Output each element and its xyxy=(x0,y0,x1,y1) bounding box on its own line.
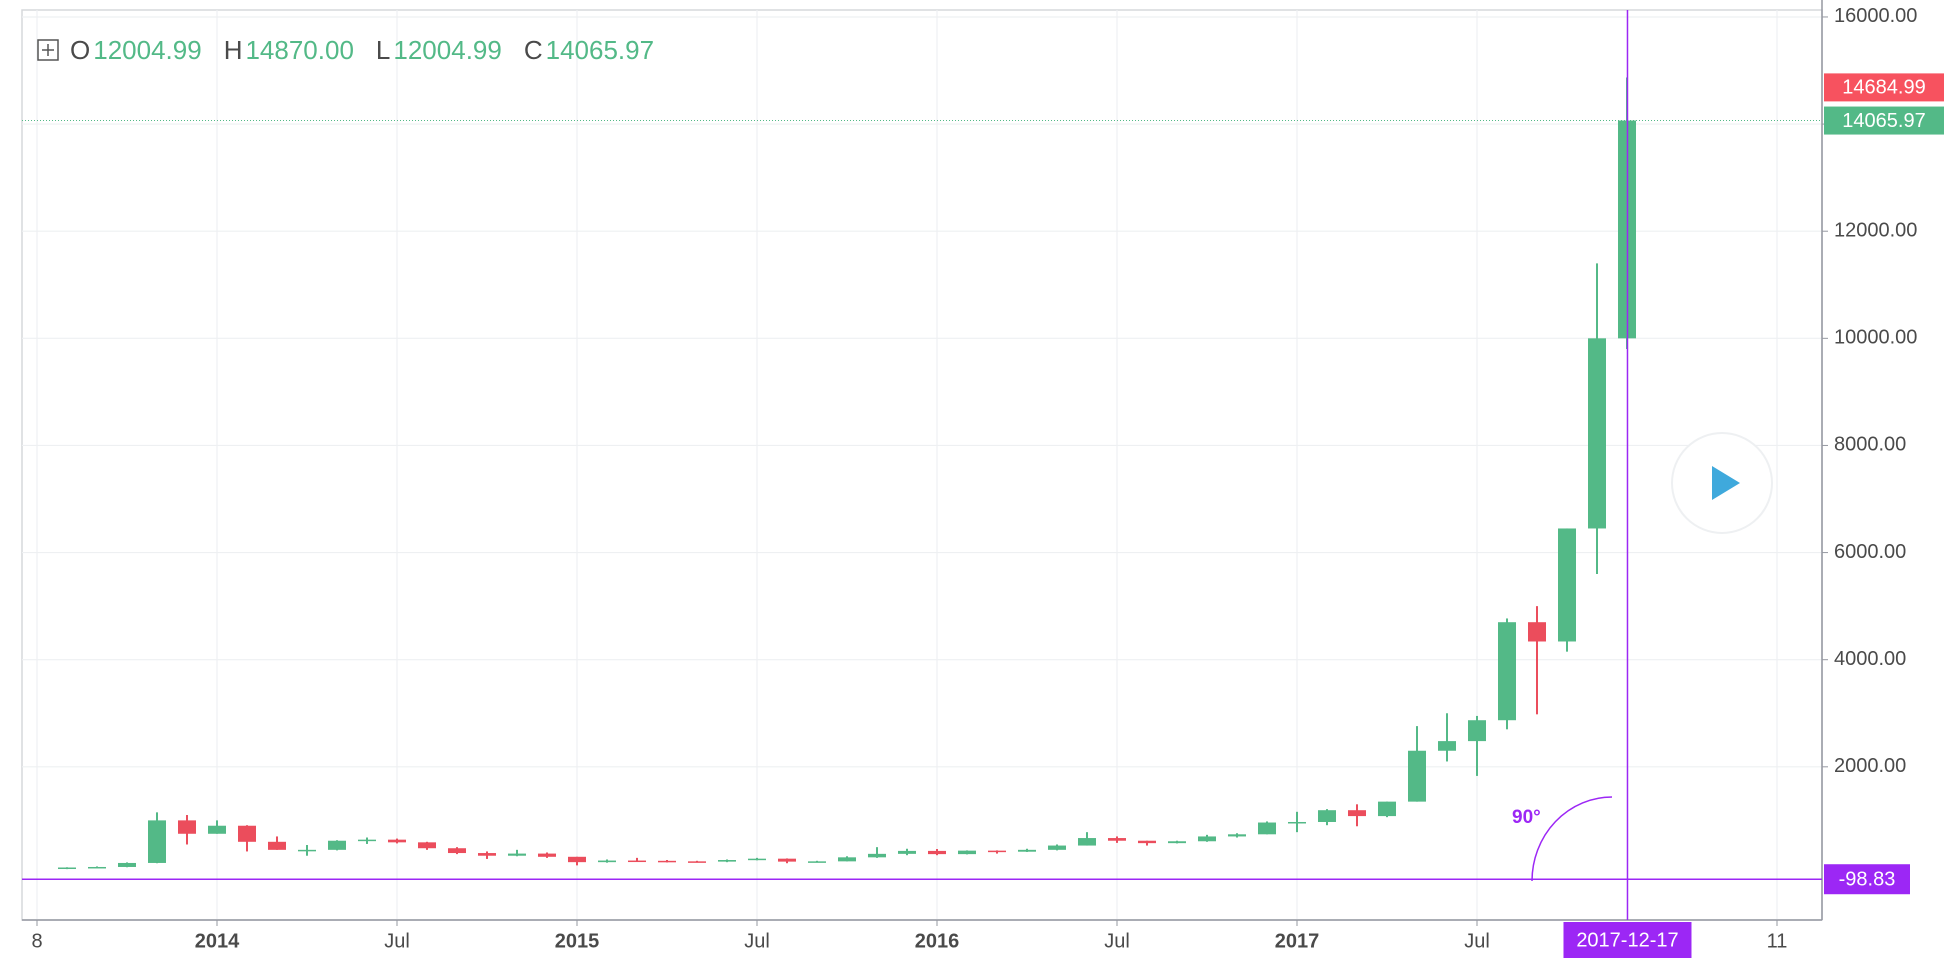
candle-body xyxy=(1168,841,1186,844)
candle-body xyxy=(118,862,136,867)
candle-body xyxy=(208,825,226,834)
play-icon xyxy=(1712,466,1740,500)
candle-body xyxy=(88,866,106,869)
angle-arc xyxy=(1531,796,1613,882)
crosshair-x-bg xyxy=(1563,922,1692,958)
x-tick-label: 11 xyxy=(1767,930,1788,952)
candle-body xyxy=(808,861,826,863)
y-tick-label: 6000.00 xyxy=(1834,541,1906,563)
play-button[interactable] xyxy=(1671,432,1773,534)
candle-body xyxy=(1228,834,1246,837)
candle-body xyxy=(778,858,796,862)
candle-body xyxy=(1138,840,1156,844)
crosshair-y-bg xyxy=(1824,864,1910,895)
ohlc-key: O xyxy=(70,35,90,65)
candle-body xyxy=(508,853,526,856)
candle-body xyxy=(148,820,166,863)
y-tick-label: 2000.00 xyxy=(1834,755,1906,777)
ohlc-key: C xyxy=(524,35,543,65)
candle-body xyxy=(898,850,916,854)
x-tick-label: Jul xyxy=(1104,930,1130,952)
candle-body xyxy=(688,861,706,863)
candle-body xyxy=(1318,810,1336,822)
overlay: 14684.99 14065.97 -98.83 2017-12-17 xyxy=(22,10,1944,958)
crosshair-x-label: 2017-12-17 xyxy=(1576,929,1678,951)
candle-body xyxy=(748,858,766,861)
candle-body xyxy=(1588,338,1606,529)
y-tick-label: 8000.00 xyxy=(1834,434,1906,456)
candle-body xyxy=(928,850,946,855)
candle-body xyxy=(1108,838,1126,841)
x-tick-label: 2015 xyxy=(555,930,600,952)
expand-icon[interactable] xyxy=(37,39,59,61)
candle-body xyxy=(388,839,406,843)
x-tick-label: 2014 xyxy=(195,930,240,952)
header: O 12004.99 H 14870.00 L 12004.99 C 14065.97 xyxy=(37,35,654,65)
y-tick-label: 10000.00 xyxy=(1834,327,1917,349)
candle-body xyxy=(1018,849,1036,852)
ohlc-value: 12004.99 xyxy=(393,35,501,65)
candle-body xyxy=(418,842,436,849)
price-label: 14684.99 xyxy=(1842,77,1925,99)
ohlc-key: L xyxy=(376,35,390,65)
candle-body xyxy=(358,839,376,842)
candle-body xyxy=(538,853,556,857)
candle-body xyxy=(868,853,886,858)
candle-body xyxy=(298,849,316,852)
candle-body xyxy=(1438,741,1456,751)
x-tick-label: Jul xyxy=(384,930,410,952)
candle-body xyxy=(958,850,976,855)
candle-body xyxy=(1378,801,1396,817)
candle-body xyxy=(1498,622,1516,721)
candle-body xyxy=(1198,836,1216,842)
candle-body xyxy=(1558,528,1576,642)
candle-body xyxy=(1288,821,1306,824)
candle-body xyxy=(478,853,496,856)
candle-body xyxy=(628,860,646,863)
price-label: 14065.97 xyxy=(1842,110,1925,132)
candle-body xyxy=(1528,622,1546,642)
ohlc-value: 14870.00 xyxy=(245,35,353,65)
candle-body xyxy=(718,860,736,862)
candle-body xyxy=(448,848,466,854)
candle-body xyxy=(988,850,1006,853)
x-tick-label: Jul xyxy=(744,930,770,952)
candle-body xyxy=(268,841,286,850)
candle-body xyxy=(598,860,616,863)
candle-body xyxy=(1078,838,1096,846)
candle-body xyxy=(178,820,196,834)
candles xyxy=(58,77,1636,870)
angle-label: 90° xyxy=(1512,807,1541,828)
ohlc-value: 14065.97 xyxy=(546,35,654,65)
x-tick-label: 2017 xyxy=(1275,930,1320,952)
candle-body xyxy=(1258,822,1276,835)
x-tick-label: 2016 xyxy=(915,930,960,952)
candle-body xyxy=(238,825,256,842)
ohlc-legend: O 12004.99 H 14870.00 L 12004.99 C 14065.97 xyxy=(70,35,654,65)
price-label-bg xyxy=(1824,106,1944,135)
x-tick-label: 8 xyxy=(31,930,42,952)
candle-body xyxy=(1408,750,1426,802)
candle-body xyxy=(568,856,586,863)
candle-body xyxy=(328,840,346,850)
price-label-bg xyxy=(1824,73,1944,102)
x-tick-label: Jul xyxy=(1464,930,1490,952)
ohlc-value: 12004.99 xyxy=(93,35,201,65)
crosshair-y-label: -98.83 xyxy=(1839,869,1896,891)
plot-frame xyxy=(21,9,1823,921)
candle-body xyxy=(1348,810,1366,817)
candle-body xyxy=(838,857,856,862)
candle-body xyxy=(1468,720,1486,742)
y-tick-label: 16000.00 xyxy=(1834,5,1917,27)
y-tick-label: 12000.00 xyxy=(1834,219,1917,241)
ohlc-key: H xyxy=(224,35,243,65)
y-tick-label: 4000.00 xyxy=(1834,648,1906,670)
candle-body xyxy=(1048,845,1066,850)
candle-body xyxy=(58,867,76,870)
candle-body xyxy=(658,860,676,863)
